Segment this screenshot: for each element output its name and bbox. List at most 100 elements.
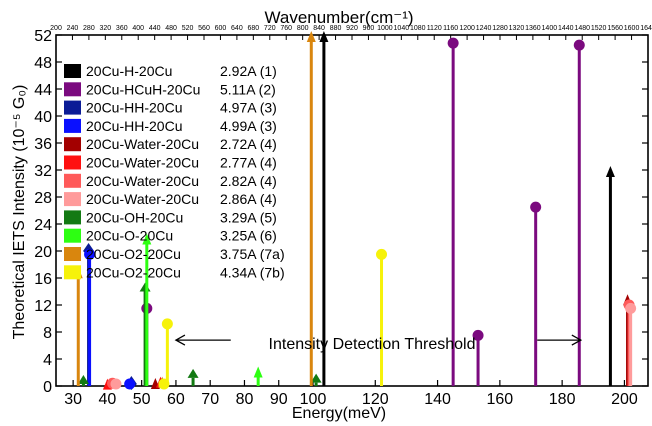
data-point [447,37,459,49]
legend-info: 2.77A (4) [220,155,277,171]
x2-tick-label: 960 [363,25,375,32]
x2-tick-label: 1320 [509,25,525,32]
legend-label: 20Cu-Water-20Cu [86,191,199,207]
x2-tick-label: 920 [346,25,358,32]
x2-tick-label: 600 [215,25,227,32]
x-tick-label: 90 [270,391,288,408]
legend-info: 5.11A (2) [220,81,276,97]
x2-tick-label: 1560 [607,25,623,32]
x2-tick-label: 640 [231,25,243,32]
x2-tick-label: 440 [149,25,161,32]
series-7 [110,302,637,390]
legend-entry: 20Cu-O2-20Cu 4.34A (7b) [64,264,285,280]
y-tick-label: 24 [34,217,52,234]
legend-label: 20Cu-Water-20Cu [86,136,199,152]
x2-tick-label: 1040 [394,25,410,32]
y-tick-label: 48 [34,55,52,72]
x-tick-label: 80 [236,391,254,408]
legend-entry: 20Cu-H-20Cu 2.92A (1) [64,63,277,79]
legend-swatch [64,100,81,115]
legend-info: 2.86A (4) [220,191,277,207]
data-point [605,166,615,177]
x2-tick-label: 200 [50,25,62,32]
legend: 20Cu-H-20Cu 2.92A (1) 20Cu-HCuH-20Cu 5.11A … [64,63,285,280]
x2-tick-label: 680 [247,25,259,32]
legend-label: 20Cu-Water-20Cu [86,155,199,171]
legend-entry: 20Cu-Water-20Cu 2.82A (4) [64,173,277,189]
annotation-arrow-head [174,334,186,346]
x-tick-label: 60 [167,391,185,408]
legend-entry: 20Cu-Water-20Cu 2.77A (4) [64,155,277,171]
annotation-layer: Intensity Detection Threshold [174,334,583,353]
x-tick-label: 40 [99,391,117,408]
series-0 [319,31,615,386]
x2-tick-label: 240 [67,25,79,32]
x-tick-label: 100 [300,391,327,408]
threshold-annotation: Intensity Detection Threshold [269,336,476,353]
series-8 [77,282,322,386]
legend-swatch [64,210,81,225]
x-tick-label: 180 [549,391,576,408]
x2-tick-label: 800 [297,25,309,32]
x2-tick-label: 280 [83,25,95,32]
x2-tick-label: 1280 [492,25,508,32]
data-point [253,366,263,378]
x2-tick-label: 400 [132,25,144,32]
legend-info: 3.25A (6) [220,228,277,244]
legend-info: 2.72A (4) [220,136,277,152]
data-point [84,248,96,260]
data-point [310,373,322,383]
legend-label: 20Cu-OH-20Cu [86,209,183,225]
legend-label: 20Cu-O2-20Cu [86,246,181,262]
data-point [573,39,585,51]
legend-swatch [64,192,81,207]
x-tick-label: 30 [64,391,82,408]
x2-tick-label: 840 [313,25,325,32]
x2-tick-label: 760 [280,25,292,32]
y-tick-label: 28 [34,190,52,207]
data-point [625,302,637,314]
series-11 [158,248,388,390]
x2-axis-label: Wavenumber(cm⁻¹) [264,8,413,27]
y-tick-label: 0 [43,379,52,396]
data-point [376,248,388,260]
x2-tick-label: 1120 [427,25,442,32]
y-tick-label: 44 [34,82,52,99]
x-tick-label: 50 [133,391,151,408]
legend-label: 20Cu-O-20Cu [86,228,173,244]
legend-swatch [64,64,81,78]
data-point [187,368,199,378]
x2-tick-label: 1080 [410,25,426,32]
data-point [110,378,122,390]
x2-tick-label: 1480 [574,25,590,32]
x-tick-label: 160 [487,391,514,408]
y-tick-label: 36 [34,136,52,153]
x-tick-label: 200 [611,391,638,408]
legend-swatch [64,155,81,170]
annotation-arrow-head [571,334,583,346]
data-point [139,282,151,292]
x2-tick-label: 1360 [525,25,541,32]
series-1 [141,37,585,386]
data-point [124,378,136,390]
data-point [77,374,89,384]
legend-info: 2.92A (1) [220,63,277,79]
legend-swatch [64,82,81,97]
y-tick-label: 4 [43,352,52,369]
legend-info: 3.29A (5) [220,209,277,225]
x-axis-label: Energy(meV) [292,405,386,422]
legend-label: 20Cu-HH-20Cu [86,100,182,116]
legend-label: 20Cu-H-20Cu [86,63,172,79]
x2-tick-label: 1600 [624,25,640,32]
x2-tick-label: 720 [264,25,276,32]
axes: 30 40 50 60 70 80 90 100 120 140 160 180 20004812162… [34,25,652,408]
data-point [158,378,170,390]
y-tick-label: 32 [34,163,52,180]
x2-tick-label: 1400 [542,25,558,32]
x2-tick-label: 480 [165,25,177,32]
legend-swatch [64,173,81,188]
legend-info: 4.97A (3) [220,100,277,116]
x2-tick-label: 1200 [459,25,475,32]
x2-tick-label: 560 [198,25,210,32]
